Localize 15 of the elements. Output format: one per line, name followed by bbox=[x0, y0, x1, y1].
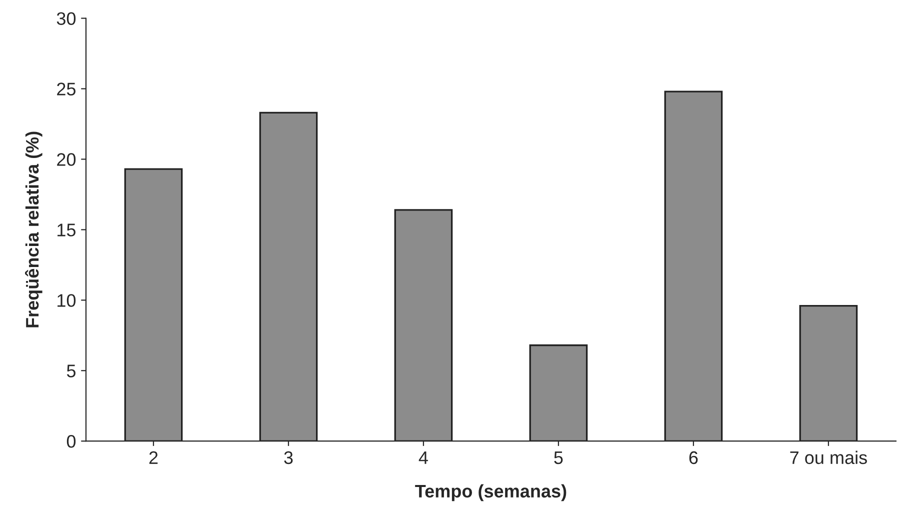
x-axis-title: Tempo (semanas) bbox=[415, 484, 566, 502]
y-tick-label: 20 bbox=[57, 153, 76, 166]
y-tick-label: 25 bbox=[57, 82, 76, 96]
y-tick-label: 0 bbox=[66, 435, 76, 448]
y-tick-label: 10 bbox=[58, 294, 76, 307]
x-tick-label: 4 bbox=[418, 451, 428, 464]
y-tick-label: 15 bbox=[58, 224, 76, 236]
x-tick-label: 5 bbox=[554, 451, 563, 464]
x-tick-label: 3 bbox=[284, 451, 293, 464]
x-tick-label: 2 bbox=[149, 451, 158, 464]
y-tick-label: 30 bbox=[56, 12, 76, 25]
y-tick-label: 5 bbox=[66, 364, 76, 378]
y-axis-title: Freqüência relativa (%) bbox=[25, 132, 42, 328]
x-tick-label: 6 bbox=[689, 451, 698, 464]
x-tick-label: 7 ou mais bbox=[790, 450, 867, 464]
